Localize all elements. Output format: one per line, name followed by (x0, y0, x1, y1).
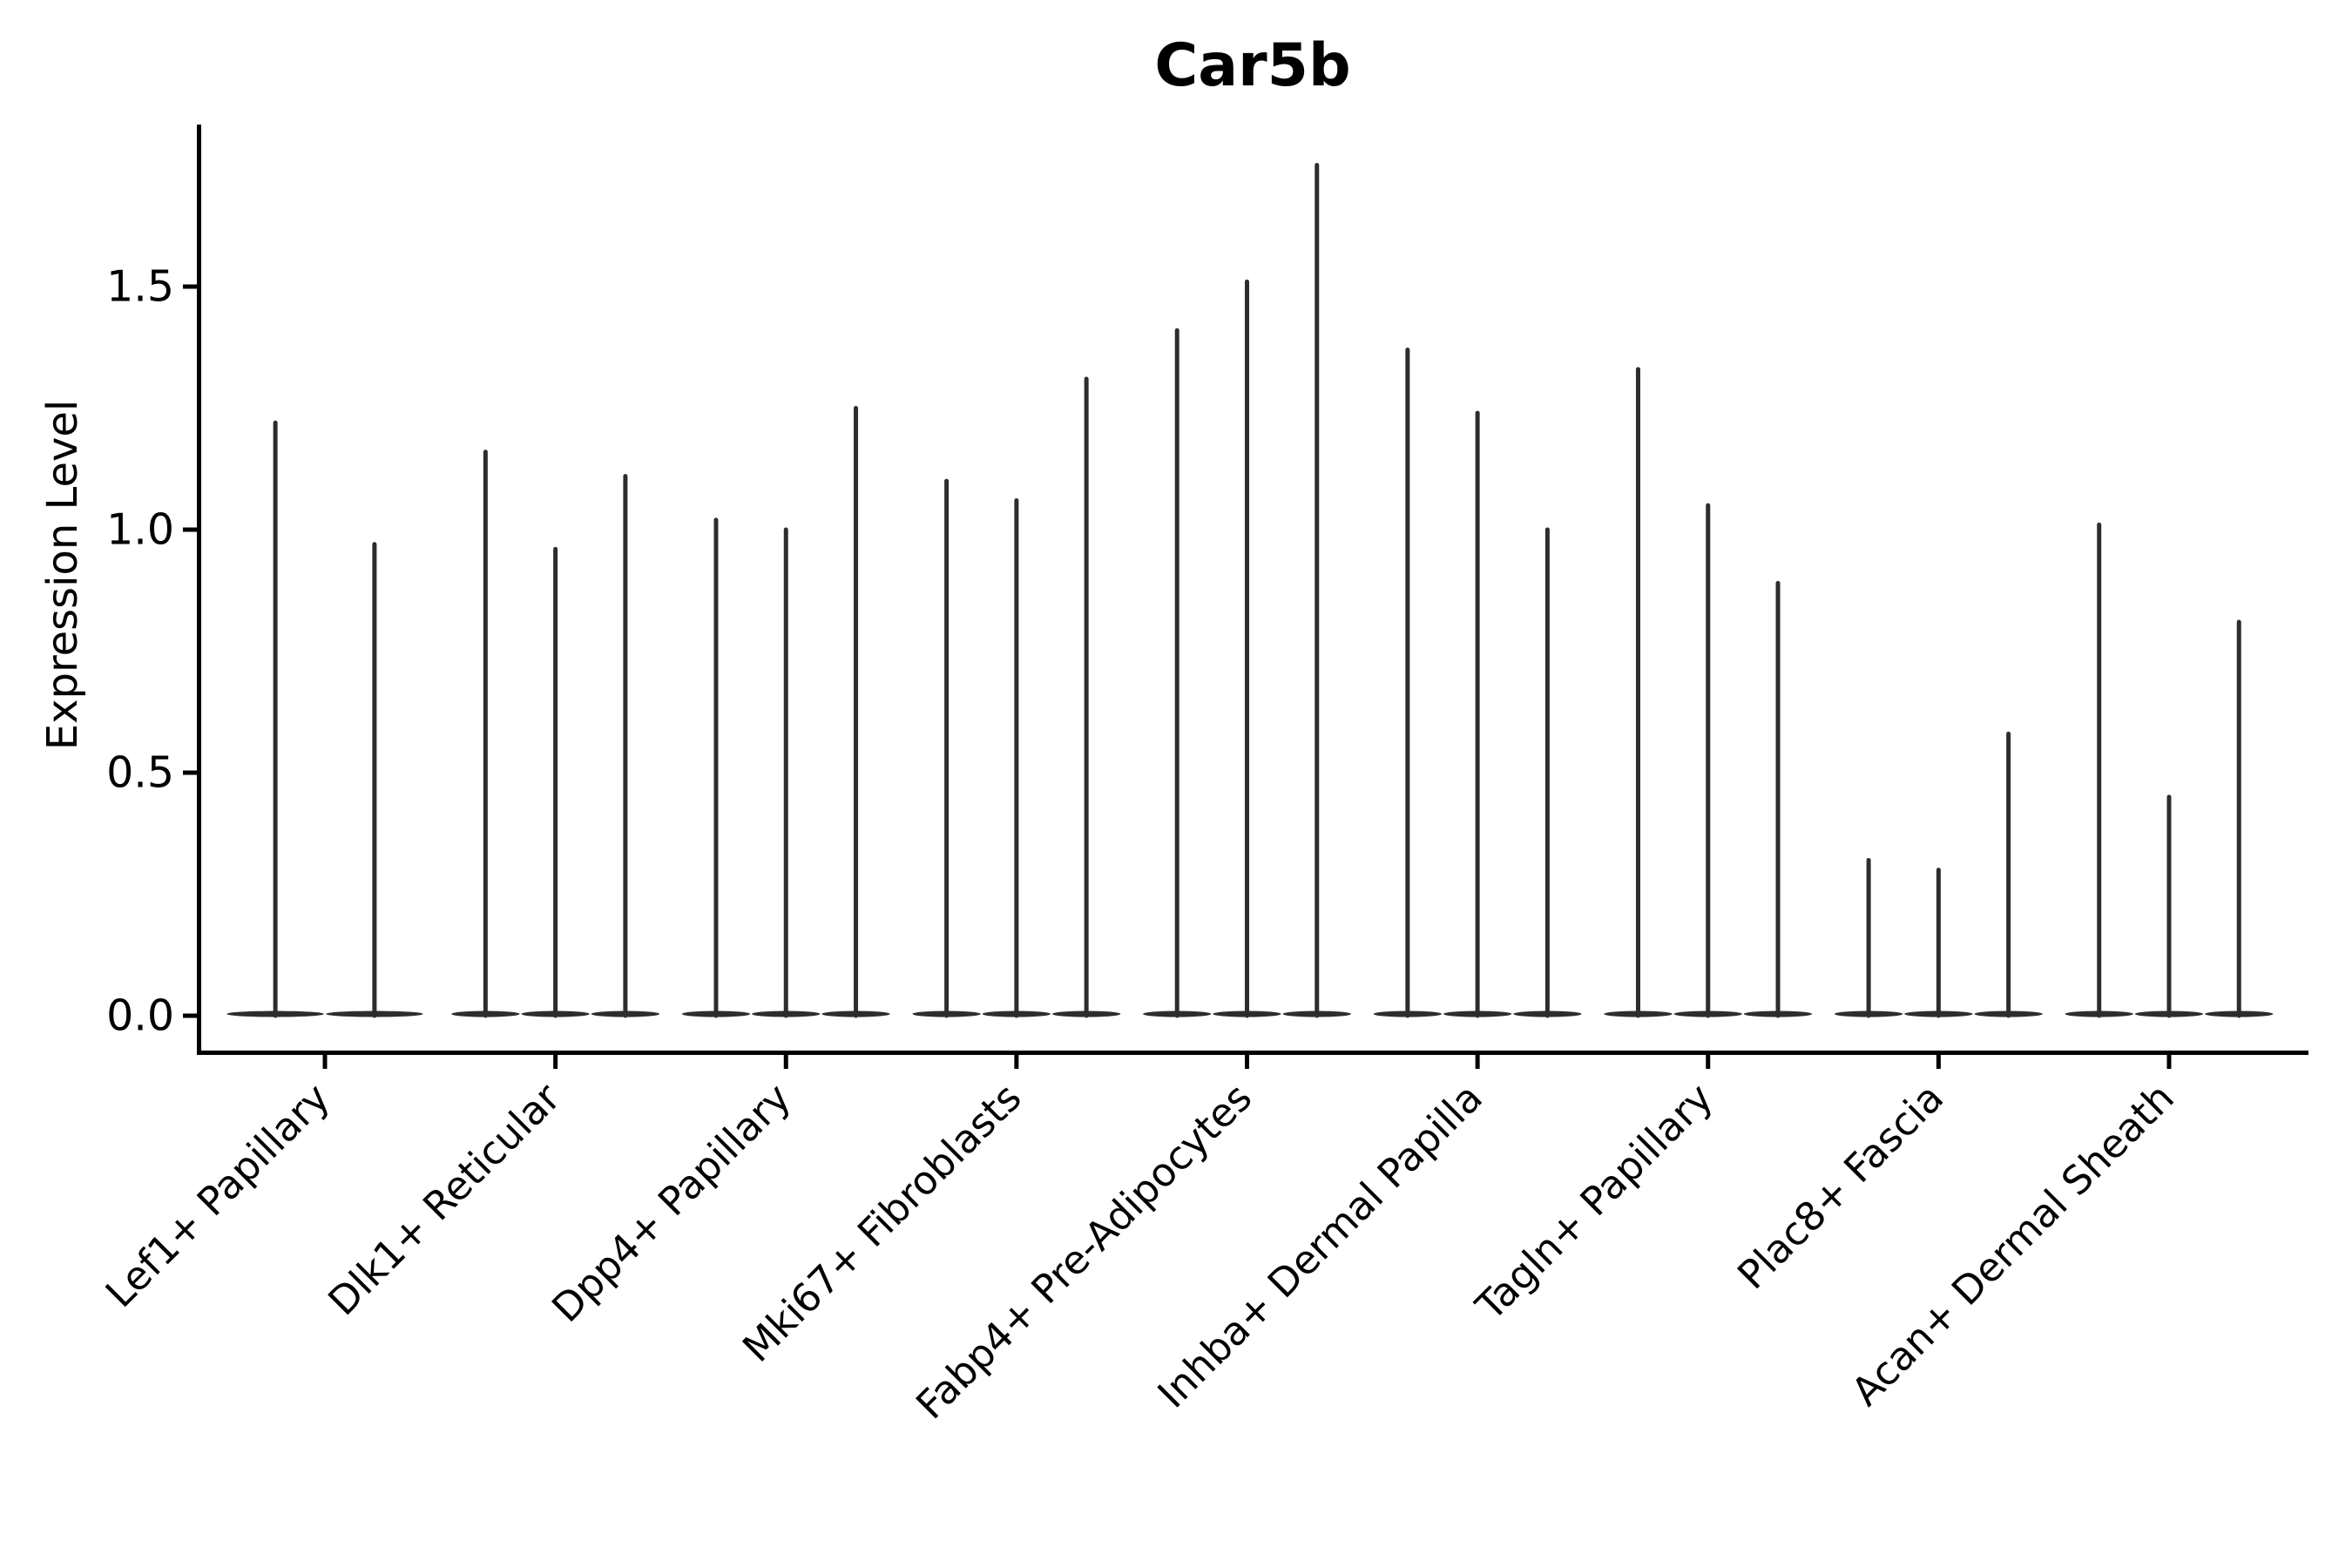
y-axis-label: Expression Level (38, 400, 87, 751)
y-tick (183, 770, 197, 775)
violins-layer (226, 163, 2274, 1018)
violin (1282, 163, 1351, 1018)
violin (2134, 794, 2204, 1018)
violin (912, 478, 981, 1018)
violin (1743, 580, 1813, 1018)
violin (1373, 348, 1442, 1018)
violin (326, 542, 423, 1018)
violin (226, 420, 324, 1018)
violin (1974, 731, 2043, 1018)
x-tick-label: Lef1+ Papillary (97, 1074, 339, 1316)
violin (1834, 857, 1903, 1018)
violin (2065, 522, 2133, 1018)
y-tick-label: 1.0 (106, 505, 174, 555)
x-tick-label: Plac8+ Fascia (1728, 1074, 1952, 1298)
x-tick (1475, 1055, 1480, 1069)
x-tick (1706, 1055, 1711, 1069)
violin (1904, 868, 1973, 1018)
x-tick (1245, 1055, 1249, 1069)
x-tick-label: Tagln+ Papillary (1466, 1074, 1721, 1329)
x-tick (783, 1055, 788, 1069)
violin (1604, 367, 1673, 1018)
y-tick (183, 1013, 197, 1018)
violin (821, 406, 890, 1018)
y-tick (183, 284, 197, 289)
violin (681, 517, 751, 1018)
y-tick (183, 527, 197, 532)
x-tick (1936, 1055, 1941, 1069)
violin (1143, 328, 1212, 1018)
x-tick (553, 1055, 558, 1069)
violin (1513, 527, 1582, 1018)
y-tick-label: 0.5 (106, 748, 174, 798)
violin (521, 546, 590, 1018)
violin (591, 474, 660, 1018)
x-tick-label: Dlk1+ Reticular (319, 1074, 569, 1324)
chart-title: Car5b (1154, 31, 1350, 100)
violin (1443, 410, 1512, 1018)
x-tick (1014, 1055, 1019, 1069)
y-axis-spine (197, 125, 201, 1055)
violin (752, 527, 821, 1018)
violin (1052, 376, 1121, 1018)
x-tick-label: Dpp4+ Papillary (543, 1074, 800, 1331)
x-tick (2166, 1055, 2172, 1069)
x-axis-spine (197, 1051, 2308, 1055)
violin (1213, 279, 1281, 1018)
x-tick (322, 1055, 328, 1069)
y-tick-label: 1.5 (106, 262, 174, 312)
violin (2205, 619, 2274, 1018)
violin (1673, 503, 1742, 1018)
violin (982, 498, 1051, 1018)
y-tick-label: 0.0 (106, 991, 174, 1041)
violin (451, 449, 520, 1018)
